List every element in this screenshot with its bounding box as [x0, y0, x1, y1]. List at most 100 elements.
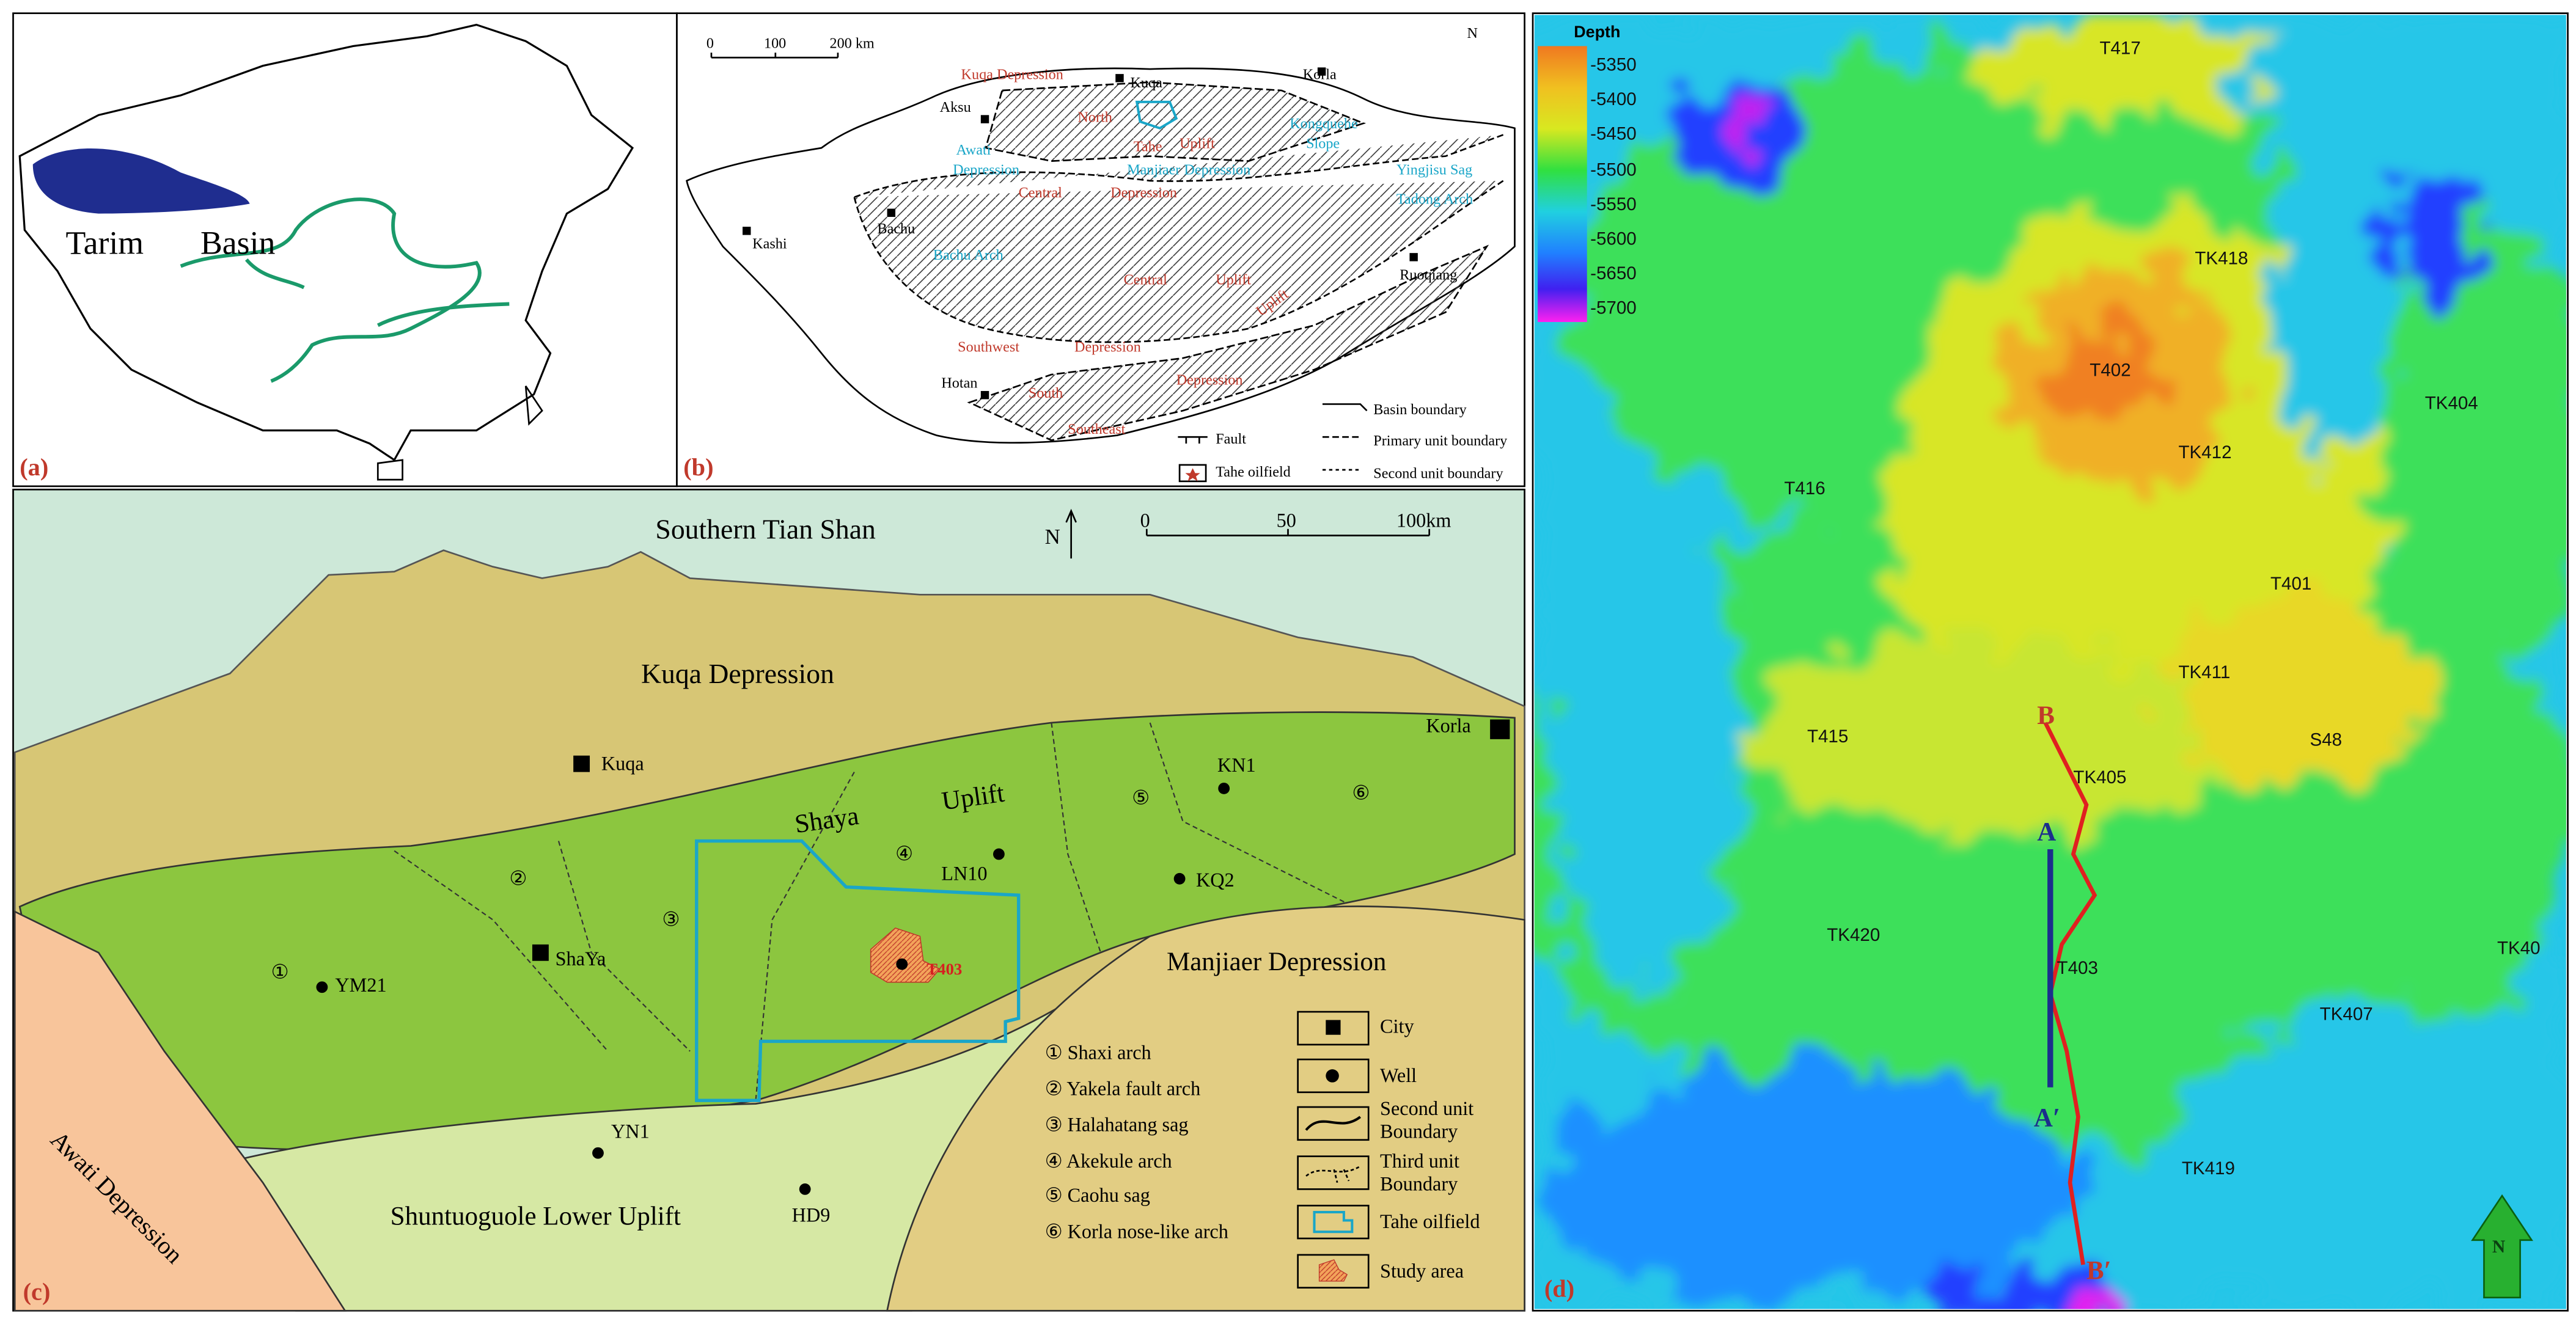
label: Aksu	[940, 99, 971, 115]
well-marker	[1326, 1069, 1339, 1083]
outline	[1318, 1259, 1348, 1282]
shape	[1297, 1011, 1370, 1046]
outline	[1322, 403, 1368, 412]
label: Tarim	[66, 225, 144, 261]
panel-d: Depth -5350 -5400 -5450 -5500 -5550 -560…	[1532, 12, 2569, 1312]
label: (d)	[1544, 1274, 1574, 1302]
shape	[1297, 1106, 1370, 1141]
shape	[532, 944, 549, 961]
outline	[870, 927, 941, 983]
outline	[967, 244, 1489, 442]
well-marker	[993, 848, 1005, 860]
label: ③ Halahatang sag	[1045, 1114, 1189, 1136]
outline	[1178, 436, 1208, 444]
label: TK420	[1827, 925, 1880, 945]
label: Tahe oilfield	[1216, 464, 1291, 480]
label: N	[1045, 525, 1060, 549]
label: -5700	[1590, 298, 1637, 318]
well-marker	[592, 1147, 604, 1159]
label: Central	[1019, 185, 1062, 201]
label: Second unit	[1380, 1097, 1473, 1119]
shape	[1297, 1204, 1370, 1240]
label: Tahe oilfield	[1380, 1210, 1480, 1232]
label: Uplift	[1216, 271, 1251, 288]
label: 100	[764, 35, 786, 51]
outline	[853, 134, 1504, 343]
well-marker	[896, 958, 908, 970]
label: ⑥	[1352, 782, 1370, 804]
outline	[2043, 722, 2097, 1265]
shape	[12, 12, 678, 488]
well-marker	[1218, 783, 1230, 794]
label: T402	[2090, 360, 2130, 381]
label: Depression	[1110, 185, 1177, 201]
label: Manjiaer Depression	[1127, 161, 1250, 178]
label: T416	[1784, 478, 1825, 499]
outline	[180, 197, 482, 383]
well-marker	[799, 1183, 811, 1195]
label: KQ2	[1196, 869, 1235, 891]
outline	[1922, 1265, 2119, 1309]
label: TK418	[2195, 249, 2248, 269]
label: TK40	[2497, 938, 2541, 959]
label: TK407	[2320, 1004, 2373, 1024]
outline	[1544, 1067, 2071, 1298]
label: Depression	[953, 161, 1019, 178]
label: Southwest	[958, 339, 1019, 356]
label: Ruoqiang	[1400, 266, 1457, 283]
shape	[743, 227, 751, 235]
label: Kuqa	[601, 752, 644, 774]
label: -5350	[1590, 55, 1637, 75]
label: Basin boundary	[1373, 401, 1467, 418]
outline	[1741, 640, 2234, 838]
label: -5650	[1590, 263, 1637, 283]
label: (a)	[20, 453, 48, 481]
label: ⑤ Caohu sag	[1045, 1184, 1150, 1206]
label: N	[1467, 25, 1478, 42]
shape	[980, 115, 989, 123]
outline	[2382, 164, 2481, 296]
label: -5550	[1590, 194, 1637, 214]
shape	[1297, 1058, 1370, 1094]
label: N	[2492, 1237, 2505, 1257]
label: TK412	[2178, 442, 2231, 462]
label: Korla	[1426, 714, 1470, 736]
label: YM21	[335, 974, 386, 996]
label: A′	[2034, 1103, 2060, 1132]
shape	[573, 755, 590, 772]
label: 0	[1140, 509, 1150, 531]
label: Second unit boundary	[1373, 466, 1503, 482]
label: South	[1029, 385, 1063, 401]
label: TK404	[2425, 393, 2478, 413]
label: ⑥ Korla nose-like arch	[1045, 1220, 1228, 1242]
shape	[1317, 67, 1326, 76]
outline	[244, 258, 510, 327]
shape	[980, 390, 989, 400]
outline	[1313, 1211, 1354, 1234]
outline	[2070, 1289, 2119, 1309]
label: North	[1077, 109, 1112, 125]
label: ③	[662, 908, 680, 930]
outline	[2267, 32, 2399, 460]
outline	[1065, 508, 1077, 523]
outline	[2365, 213, 2566, 674]
label: 200 km	[830, 35, 875, 51]
depth-map	[1534, 15, 2566, 1309]
label: ①	[271, 961, 289, 983]
label: KN1	[1217, 754, 1256, 776]
label: City	[1380, 1015, 1414, 1037]
label: Bachu	[877, 221, 915, 237]
label: (b)	[683, 453, 713, 481]
outline	[886, 905, 1525, 1312]
outline	[695, 839, 1021, 1102]
label: Shuntuoguole Lower Uplift	[391, 1202, 681, 1231]
label: -5400	[1590, 89, 1637, 109]
label: Kuqa	[1130, 75, 1162, 91]
outline	[1305, 1165, 1361, 1183]
label: TK419	[2182, 1158, 2235, 1179]
label: A	[2037, 818, 2056, 847]
label: Depression	[1074, 339, 1141, 356]
outline	[2168, 591, 2432, 789]
label: TK411	[2178, 662, 2230, 682]
label: Korla	[1303, 66, 1337, 82]
